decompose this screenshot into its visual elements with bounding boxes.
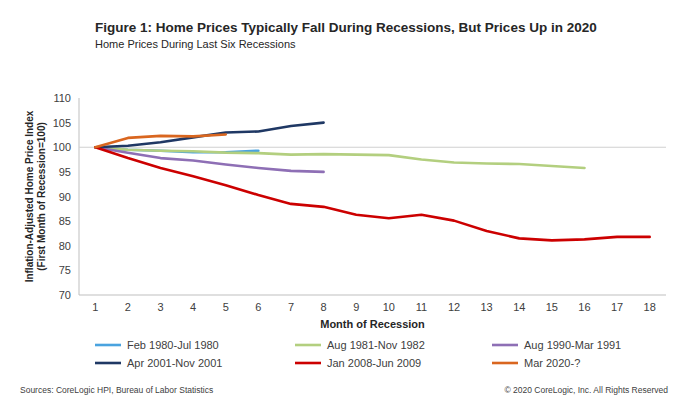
y-axis-title: Inflation-Adjusted Home Price Index [24,110,35,282]
x-tick-label: 7 [288,301,294,313]
legend-swatch [95,362,121,365]
y-tick-label: 110 [53,92,71,104]
series-line [95,123,323,148]
x-tick-label: 10 [383,301,395,313]
x-tick-label: 15 [546,301,558,313]
y-tick-label: 105 [53,117,71,129]
x-tick-label: 8 [321,301,327,313]
legend-swatch [295,362,321,365]
x-tick-label: 16 [578,301,590,313]
y-axis [79,98,80,295]
x-tick-label: 9 [353,301,359,313]
background [0,0,689,406]
copyright: © 2020 CoreLogic, Inc. All Rights Reserv… [504,385,668,395]
y-tick-label: 75 [59,264,71,276]
x-tick-label: 2 [125,301,131,313]
legend-label: Mar 2020-? [524,357,580,369]
y-tick-label: 90 [59,191,71,203]
legend-label: Aug 1990-Mar 1991 [524,339,621,351]
x-axis-title: Month of Recession [320,318,425,330]
x-tick-label: 12 [448,301,460,313]
x-tick-label: 17 [611,301,623,313]
x-tick-label: 1 [92,301,98,313]
x-tick-label: 13 [481,301,493,313]
y-tick-label: 80 [59,240,71,252]
title: Figure 1: Home Prices Typically Fall Dur… [95,20,597,35]
legend-label: Aug 1981-Nov 1982 [327,339,425,351]
x-tick-label: 3 [157,301,163,313]
x-axis [79,295,666,296]
y-tick-label: 85 [59,215,71,227]
series-line [95,134,225,147]
legend-label: Jan 2008-Jun 2009 [327,357,421,369]
chart: Figure 1: Home Prices Typically Fall Dur… [0,0,689,406]
y-axis-title: (First Month of Recession=100) [36,122,47,271]
legend-swatch [295,344,321,347]
y-tick-label: 70 [59,289,71,301]
x-tick-label: 4 [190,301,196,313]
x-tick-label: 5 [223,301,229,313]
sources: Sources: CoreLogic HPI, Bureau of Labor … [20,385,213,395]
legend-swatch [492,362,518,365]
x-tick-label: 18 [644,301,656,313]
baseline [79,147,666,148]
plot-area [79,123,666,241]
legend-label: Apr 2001-Nov 2001 [127,357,222,369]
series-line [95,147,649,240]
legend-label: Feb 1980-Jul 1980 [127,339,219,351]
x-tick-label: 11 [416,301,427,313]
y-tick-label: 95 [59,166,71,178]
x-tick-label: 6 [255,301,261,313]
legend-swatch [492,344,518,347]
y-tick-label: 100 [53,141,71,153]
subtitle: Home Prices During Last Six Recessions [95,38,296,50]
x-tick-label: 14 [513,301,525,313]
legend-swatch [95,344,121,347]
